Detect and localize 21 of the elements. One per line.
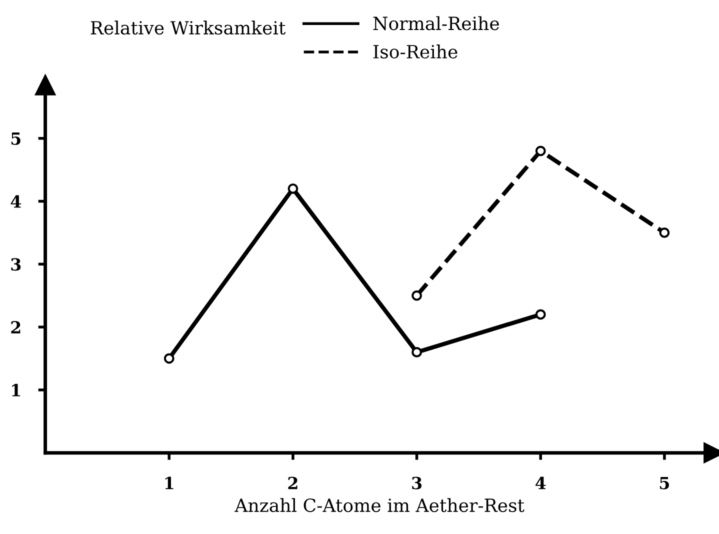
point <box>535 146 546 156</box>
chart-title: Relative Wirksamkeit <box>90 20 286 35</box>
point <box>659 227 670 238</box>
point <box>412 290 422 301</box>
point <box>288 183 298 194</box>
x-axis-title: Anzahl C-Atome im Aether-Rest <box>234 498 524 512</box>
y-tick-label: 3 <box>11 258 21 271</box>
y-tick-label: 4 <box>10 195 22 208</box>
y-tick-label: 2 <box>11 321 20 334</box>
point <box>412 346 422 358</box>
point <box>164 353 174 364</box>
legend-label: Normal-Reihe <box>373 16 499 30</box>
x-tick-label: 4 <box>535 476 546 490</box>
x-tick-label: 2 <box>288 476 298 490</box>
x-tick-label: 1 <box>165 476 174 490</box>
x-tick-label: 5 <box>660 476 669 490</box>
x-tick-label: 3 <box>412 476 422 490</box>
y-tick-label: 1 <box>12 384 20 396</box>
point <box>535 309 546 320</box>
y-tick-label: 5 <box>11 132 20 145</box>
legend-label: Iso-Reihe <box>373 44 458 59</box>
